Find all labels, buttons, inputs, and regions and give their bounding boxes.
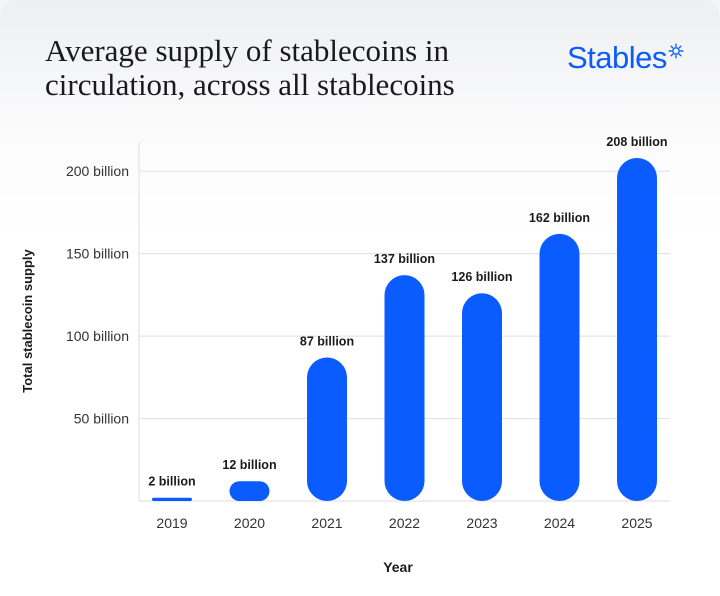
data-label: 12 billion bbox=[222, 458, 276, 472]
bar-2021 bbox=[307, 357, 347, 501]
gear-icon bbox=[668, 43, 684, 59]
x-tick-label: 2020 bbox=[234, 515, 265, 531]
data-label: 137 billion bbox=[374, 252, 435, 266]
chart-title: Average supply of stablecoins in circula… bbox=[45, 33, 455, 102]
y-tick-label: 100 billion bbox=[66, 328, 129, 344]
y-tick-label: 200 billion bbox=[66, 163, 129, 179]
label-layer: 50 billion 100 billion 150 billion 200 bill… bbox=[66, 135, 668, 531]
bar-2025 bbox=[617, 158, 657, 501]
bar-2020 bbox=[229, 481, 270, 501]
bar-2023 bbox=[462, 293, 502, 501]
x-tick-label: 2025 bbox=[621, 515, 652, 531]
data-label: 126 billion bbox=[451, 270, 512, 284]
x-tick-label: 2024 bbox=[544, 515, 575, 531]
x-axis-title: Year bbox=[383, 559, 413, 575]
bar-2024 bbox=[539, 233, 580, 501]
bar-layer bbox=[152, 158, 657, 501]
x-tick-label: 2019 bbox=[156, 515, 187, 531]
data-label: 87 billion bbox=[300, 335, 354, 349]
data-label: 162 billion bbox=[529, 211, 590, 225]
y-axis-title: Total stablecoin supply bbox=[20, 248, 35, 392]
bar-2022 bbox=[384, 275, 425, 501]
bar-2019 bbox=[152, 497, 192, 501]
x-tick-label: 2021 bbox=[311, 515, 342, 531]
y-tick-label: 50 billion bbox=[74, 411, 129, 427]
data-label: 208 billion bbox=[606, 135, 667, 149]
data-label: 2 billion bbox=[148, 475, 195, 489]
brand-logo: Stables bbox=[567, 40, 684, 76]
brand-name: Stables bbox=[567, 40, 667, 75]
y-tick-label: 150 billion bbox=[66, 246, 129, 262]
x-tick-label: 2023 bbox=[466, 515, 497, 531]
x-tick-label: 2022 bbox=[389, 515, 420, 531]
